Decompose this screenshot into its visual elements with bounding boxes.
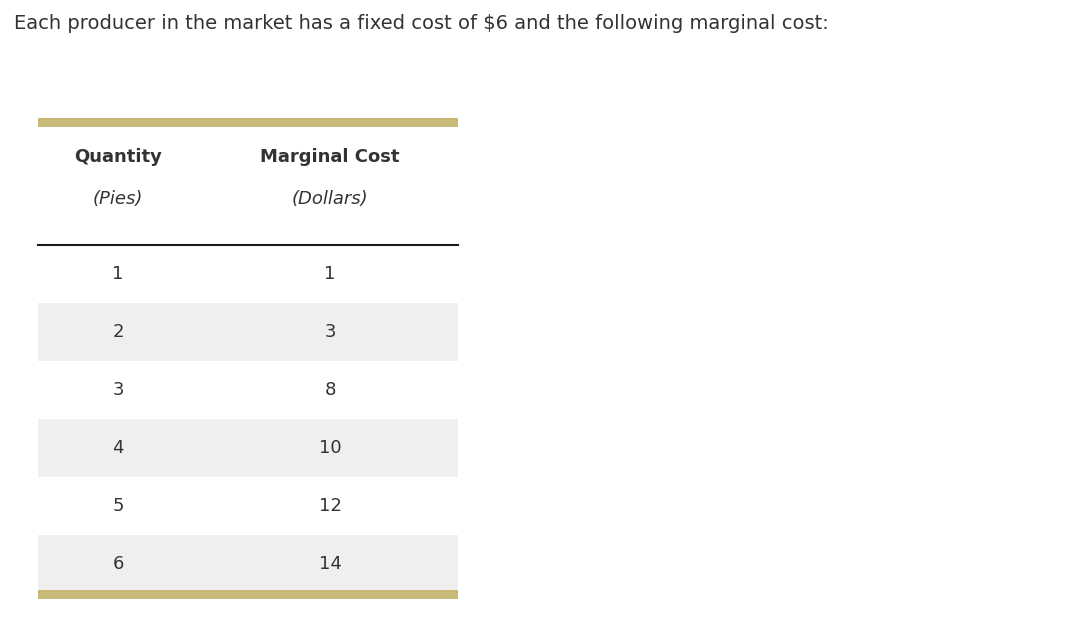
Text: 4: 4 <box>113 439 124 457</box>
Text: 10: 10 <box>319 439 342 457</box>
Text: (Pies): (Pies) <box>92 190 143 208</box>
Text: 1: 1 <box>324 265 336 283</box>
Text: Marginal Cost: Marginal Cost <box>260 148 400 166</box>
Text: 12: 12 <box>319 497 342 515</box>
Text: 1: 1 <box>113 265 124 283</box>
Text: 14: 14 <box>319 555 342 573</box>
Text: 3: 3 <box>113 381 124 399</box>
Text: 3: 3 <box>324 323 336 341</box>
Text: Quantity: Quantity <box>74 148 162 166</box>
Text: 6: 6 <box>113 555 124 573</box>
Text: 2: 2 <box>113 323 124 341</box>
Text: 5: 5 <box>113 497 124 515</box>
Text: (Dollars): (Dollars) <box>292 190 368 208</box>
Text: Each producer in the market has a fixed cost of $6 and the following marginal co: Each producer in the market has a fixed … <box>14 14 829 33</box>
Text: 8: 8 <box>324 381 336 399</box>
